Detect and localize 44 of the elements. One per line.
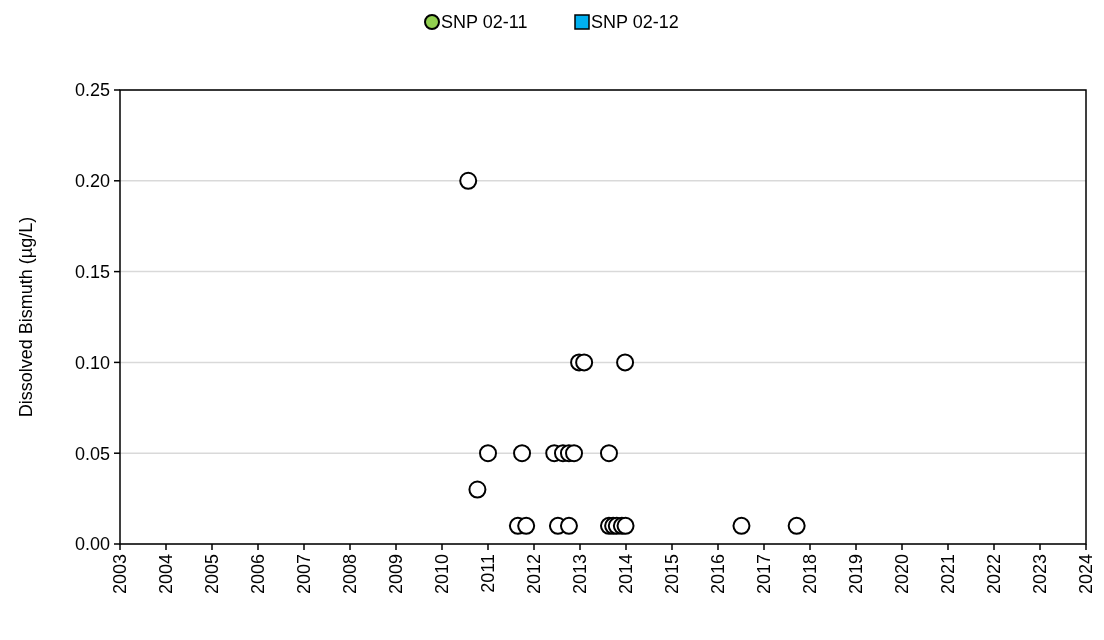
y-tick-label: 0.15 [74,261,110,282]
x-tick-label: 2006 [248,554,269,595]
legend-label: SNP 02-12 [591,12,679,33]
x-tick-label: 2003 [110,554,131,595]
point [787,516,806,535]
x-tick-label: 2011 [478,554,499,593]
x-tick-label: 2009 [386,554,407,595]
x-tick-label: 2016 [708,554,729,595]
x-tick-label: 2008 [340,554,361,595]
point [616,353,635,372]
point [517,516,536,535]
x-tick-label: 2015 [662,554,683,595]
y-axis-title: Dissolved Bismuth (µg/L) [16,216,36,418]
x-tick-label: 2019 [846,554,867,595]
point [559,516,578,535]
point [599,444,618,463]
point [479,444,497,463]
point [565,444,584,463]
x-tick-label: 2023 [1030,554,1051,595]
point [616,516,635,535]
y-tick-label: 0.20 [74,171,110,192]
x-tick-label: 2020 [892,554,913,595]
y-tick-label: 0.10 [74,352,110,373]
x-tick-label: 2017 [754,554,775,595]
y-tick-label: 0.05 [74,443,110,464]
y-tick-label: 0.00 [74,534,110,555]
y-tick-label: 0.25 [74,80,110,101]
x-tick-label: 2010 [432,554,453,595]
x-tick-label: 2004 [156,554,177,595]
x-tick-label: 2024 [1076,554,1097,595]
point [468,480,487,499]
point [459,171,478,190]
x-tick-label: 2013 [570,554,591,595]
point [732,516,751,535]
point [513,444,532,463]
x-tick-label: 2021 [938,554,959,595]
x-tick-label: 2012 [524,554,545,595]
x-tick-label: 2018 [800,554,821,595]
x-tick-label: 2007 [294,554,315,595]
legend-label: SNP 02-11 [441,12,528,33]
x-tick-label: 2022 [984,554,1005,595]
x-tick-label: 2005 [202,554,223,595]
x-tick-label: 2014 [616,554,637,595]
point [575,353,594,372]
